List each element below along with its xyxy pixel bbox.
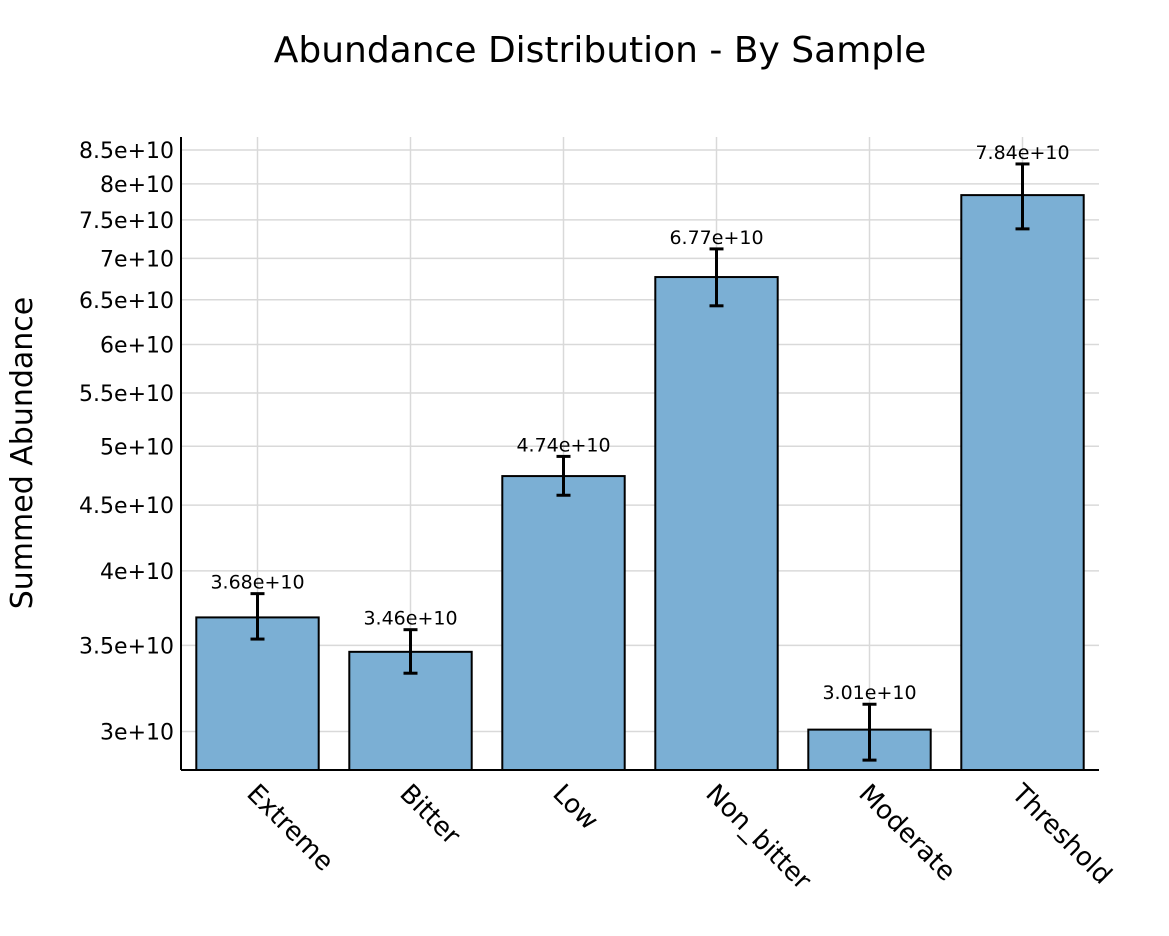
y-tick-label: 4.5e+10 [79,494,174,519]
x-tick-label: Extreme [241,779,340,878]
y-tick-label: 6.5e+10 [79,289,174,314]
data-label: 3.68e+10 [210,572,304,594]
data-label: 3.46e+10 [363,608,457,630]
chart-title: Abundance Distribution - By Sample [274,30,927,71]
x-tick-label: Low [547,779,604,836]
y-axis-title: Summed Abundance [5,297,40,610]
y-tick-label: 7e+10 [100,247,174,272]
axes-layer [180,137,1099,771]
x-tick-label: Bitter [394,779,466,851]
y-tick-label: 6e+10 [100,333,174,358]
x-tick-label: Moderate [853,779,962,888]
data-label: 3.01e+10 [822,682,916,704]
data-labels-layer: 3.68e+10 3.46e+10 4.74e+10 6.77e+10 3.01e+10… [210,142,1069,704]
error-bar [403,628,418,675]
data-label: 7.84e+10 [975,142,1069,164]
y-tick-label: 4e+10 [100,560,174,585]
bar-non-bitter [654,276,779,771]
error-bar [250,592,265,641]
y-tick-label: 8.5e+10 [79,139,174,164]
bars-layer [195,194,1085,772]
error-bar [709,247,724,308]
x-tick-label: Non_bitter [700,779,817,896]
error-bars-layer [250,162,1030,762]
y-tick-label: 3.5e+10 [79,634,174,659]
y-tick-label: 8e+10 [100,173,174,198]
y-tick-label: 3e+10 [100,720,174,745]
error-bar [862,702,877,762]
y-tick-label: 5.5e+10 [79,382,174,407]
bar-low [501,475,626,771]
y-tick-label: 7.5e+10 [79,209,174,234]
y-tick-label: 5e+10 [100,435,174,460]
error-bar [1015,162,1030,231]
x-tick-label: Threshold [1005,778,1118,891]
data-label: 6.77e+10 [669,227,763,249]
error-bar [556,454,571,497]
bar-threshold [960,194,1085,771]
data-label: 4.74e+10 [516,434,610,456]
